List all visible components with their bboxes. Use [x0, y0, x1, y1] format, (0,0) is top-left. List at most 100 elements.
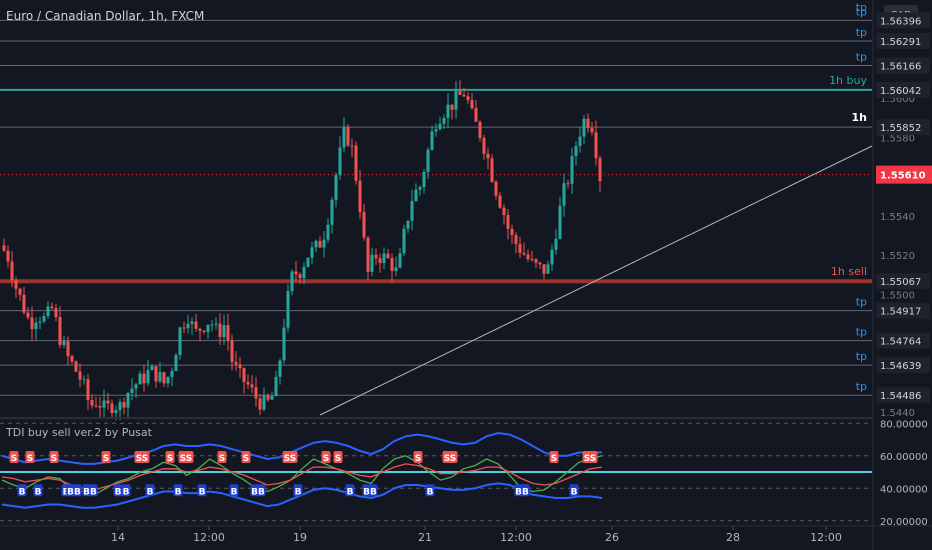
candle-body — [10, 261, 14, 281]
candle-body — [130, 388, 134, 393]
candle-body — [270, 396, 274, 400]
buy-signal-marker — [425, 484, 435, 497]
candle-body — [70, 356, 74, 362]
candle-body — [426, 149, 430, 172]
candle-body — [50, 306, 54, 309]
candle-body — [278, 360, 282, 377]
candle-body — [230, 340, 234, 362]
candle-body — [330, 199, 334, 225]
candle-body — [342, 126, 346, 148]
last-price-badge — [876, 165, 932, 184]
signal-label: B — [347, 487, 354, 497]
candle-body — [66, 341, 70, 357]
candle-body — [434, 129, 438, 132]
signal-label: S — [219, 454, 225, 464]
sell-signal-marker — [321, 451, 331, 463]
signal-label: SS — [284, 454, 297, 464]
candle-body — [206, 324, 210, 332]
candle-body — [198, 328, 202, 331]
candle-body — [582, 118, 586, 137]
buy-signal-marker — [33, 484, 43, 497]
buy-signal-marker — [362, 484, 378, 497]
signal-label: B — [63, 487, 70, 497]
candle-body — [202, 330, 206, 332]
candle-body — [346, 126, 350, 146]
level-price-label: 1.55852 — [880, 123, 921, 134]
candle-body — [106, 400, 110, 404]
candle-body — [238, 364, 242, 369]
level-price-badge — [876, 57, 930, 74]
candle-body — [210, 324, 214, 326]
candle-body — [466, 96, 470, 101]
candle-body — [334, 175, 338, 200]
trendline[interactable] — [319, 145, 873, 416]
sell-signal-marker — [9, 451, 19, 463]
candle-body — [410, 201, 414, 221]
candle-body — [74, 361, 78, 372]
candle-body — [438, 123, 442, 130]
signal-label: S — [415, 454, 421, 464]
candle-body — [114, 410, 118, 414]
time-tick-label: 12:00 — [193, 531, 225, 544]
candle-body — [222, 325, 226, 338]
candle-body — [158, 372, 162, 382]
candle-body — [502, 207, 506, 216]
candle-body — [162, 372, 166, 384]
time-tick-label: 19 — [293, 531, 307, 544]
buy-signal-marker — [229, 484, 239, 497]
indicator-series-line — [1, 463, 603, 491]
sell-signal-marker — [582, 451, 598, 463]
signal-label: BB — [83, 487, 97, 497]
candle-body — [2, 245, 6, 251]
indicator-title: TDI buy sell ver.2 by Pusat — [6, 426, 152, 439]
candle-body — [14, 280, 18, 289]
signal-label: S — [167, 454, 173, 464]
candle-body — [338, 147, 342, 176]
candle-body — [562, 183, 566, 206]
candle-body — [150, 366, 154, 371]
candle-body — [566, 183, 570, 185]
level-price-label: 1.56042 — [880, 86, 921, 97]
signal-label: SS — [444, 454, 457, 464]
candle-body — [298, 274, 302, 279]
level-tag-label: tp — [856, 350, 867, 363]
candle-body — [402, 228, 406, 254]
candle-body — [170, 371, 174, 377]
candle-body — [406, 220, 410, 229]
price-tick-label: 1.5580 — [880, 133, 915, 144]
candle-body — [450, 104, 454, 110]
signal-label: S — [11, 454, 17, 464]
time-tick-label: 26 — [605, 531, 619, 544]
candle-body — [46, 306, 50, 317]
sell-signal-marker — [333, 451, 343, 463]
candle-body — [374, 254, 378, 259]
candle-body — [62, 341, 66, 345]
candle-body — [454, 90, 458, 110]
candle-body — [490, 158, 494, 182]
level-price-label: 1.56396 — [880, 16, 921, 27]
level-price-badge — [876, 387, 930, 404]
candle-body — [522, 252, 526, 255]
time-tick-label: 12:00 — [500, 531, 532, 544]
sell-signal-marker — [25, 451, 35, 463]
candle-body — [250, 384, 254, 388]
candle-body — [446, 104, 450, 118]
buy-signal-marker — [145, 484, 155, 497]
candle-body — [246, 381, 250, 385]
candle-body — [386, 253, 390, 258]
price-tick-label: 1.5500 — [880, 290, 915, 301]
candle-body — [322, 239, 326, 248]
candle-body — [38, 321, 42, 323]
signal-label: B — [231, 487, 238, 497]
candle-body — [510, 228, 514, 236]
chart-title: Euro / Canadian Dollar, 1h, FXCM — [6, 9, 205, 23]
level-price-badge — [876, 12, 930, 29]
signal-label: B — [427, 487, 434, 497]
signal-label: SS — [136, 454, 149, 464]
candle-body — [474, 108, 478, 122]
signal-label: B — [19, 487, 26, 497]
candle-body — [290, 271, 294, 292]
candle-body — [26, 312, 30, 318]
candle-body — [354, 145, 358, 181]
signal-label: B — [147, 487, 154, 497]
